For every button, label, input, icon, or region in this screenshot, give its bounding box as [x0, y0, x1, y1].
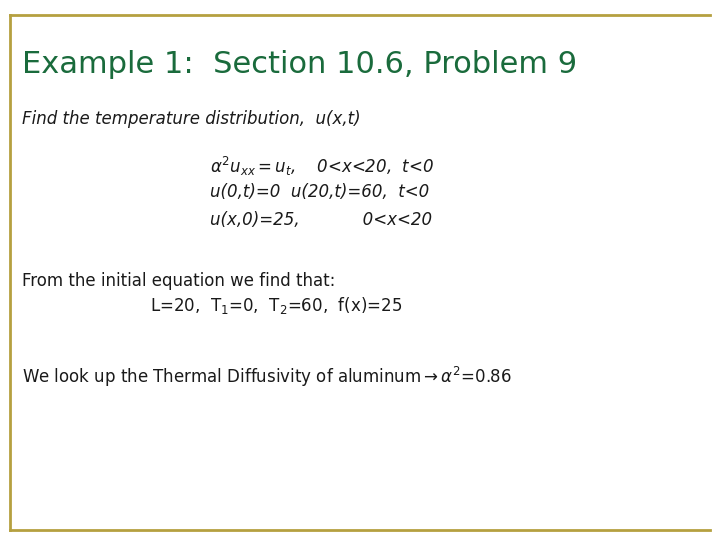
Text: L=20,  T$_1$=0,  T$_2$=60,  f(x)=25: L=20, T$_1$=0, T$_2$=60, f(x)=25: [150, 295, 402, 316]
Text: u(0,t)=0  u(20,t)=60,  t<0: u(0,t)=0 u(20,t)=60, t<0: [210, 183, 429, 201]
Text: We look up the Thermal Diffusivity of aluminum$\rightarrow\alpha^2$=0.86: We look up the Thermal Diffusivity of al…: [22, 365, 512, 389]
Text: Find the temperature distribution,  u(x,t): Find the temperature distribution, u(x,t…: [22, 110, 361, 128]
Text: $\alpha^2u_{xx}=u_t$,    0<x<20,  t<0: $\alpha^2u_{xx}=u_t$, 0<x<20, t<0: [210, 155, 434, 178]
Text: u(x,0)=25,            0<x<20: u(x,0)=25, 0<x<20: [210, 211, 432, 229]
Text: From the initial equation we find that:: From the initial equation we find that:: [22, 272, 336, 290]
Text: Example 1:  Section 10.6, Problem 9: Example 1: Section 10.6, Problem 9: [22, 50, 577, 79]
